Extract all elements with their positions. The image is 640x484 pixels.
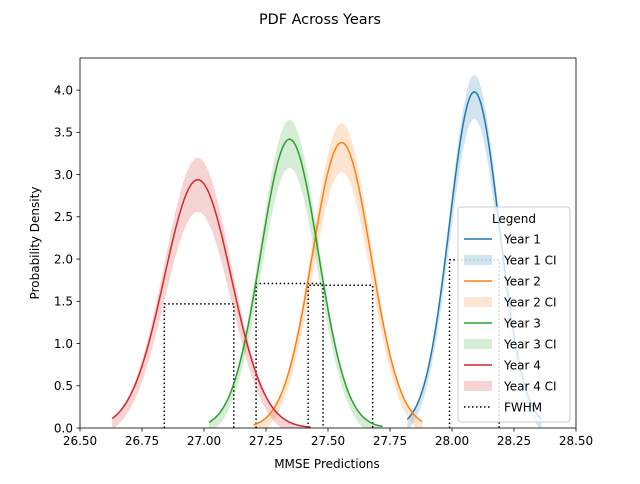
legend-swatch xyxy=(464,339,492,349)
legend-item-year-3-ci: Year 3 CI xyxy=(464,337,557,351)
x-tick-label: 28.25 xyxy=(497,434,531,448)
year-4-curve xyxy=(111,179,311,428)
legend-item-year-3: Year 3 xyxy=(464,316,541,330)
legend-label: Year 1 CI xyxy=(503,253,557,267)
x-tick-label: 26.50 xyxy=(63,434,97,448)
legend-label: Year 3 CI xyxy=(503,337,557,351)
y-tick-label: 3.0 xyxy=(54,168,73,182)
x-tick-label: 27.75 xyxy=(373,434,407,448)
x-axis-label: MMSE Predictions xyxy=(274,457,380,471)
legend-label: Year 4 CI xyxy=(503,379,557,393)
y-tick-label: 2.5 xyxy=(54,210,73,224)
legend-item-year-4: Year 4 xyxy=(464,358,541,372)
y-tick-label: 0.5 xyxy=(54,379,73,393)
x-tick-label: 26.75 xyxy=(125,434,159,448)
legend-label: Year 4 xyxy=(503,358,541,372)
year-2-curve xyxy=(253,141,423,426)
y-tick-label: 1.5 xyxy=(54,295,73,309)
y-tick-label: 2.0 xyxy=(54,252,73,266)
y-axis-label: Probability Density xyxy=(28,187,42,300)
year-3-fwhm xyxy=(255,282,324,428)
legend-title: Legend xyxy=(492,212,536,226)
legend-item-year-1-ci: Year 1 CI xyxy=(464,253,557,267)
legend-label: Year 3 xyxy=(503,316,541,330)
legend-label: Year 2 xyxy=(503,274,541,288)
x-tick-label: 28.00 xyxy=(435,434,469,448)
axes-frame xyxy=(79,57,577,429)
y-tick-label: 4.0 xyxy=(54,83,73,97)
chart-title: PDF Across Years xyxy=(259,12,381,28)
legend-swatch xyxy=(464,255,492,265)
y-tick-label: 1.0 xyxy=(54,337,73,351)
legend-items: Year 1 Year 1 CI Year 2 Year 2 CI Year 3 Year… xyxy=(464,232,557,414)
legend-item-fwhm: FWHM xyxy=(464,400,542,414)
legend-label: FWHM xyxy=(504,400,542,414)
legend-item-year-2-ci: Year 2 CI xyxy=(464,295,557,309)
legend-swatch xyxy=(464,381,492,391)
year-3-curve xyxy=(208,138,383,428)
y-axis-ticks: 0.0 0.5 1.0 1.5 2.0 2.5 3.0 3.5 4.0 xyxy=(54,83,80,435)
legend-label: Year 2 CI xyxy=(503,295,557,309)
legend-item-year-4-ci: Year 4 CI xyxy=(464,379,557,393)
year-2-ci-band xyxy=(253,123,423,428)
ci-bands xyxy=(112,74,542,429)
legend-swatch xyxy=(464,297,492,307)
legend-box xyxy=(457,206,571,423)
x-tick-label: 28.50 xyxy=(559,434,593,448)
y-tick-label: 3.5 xyxy=(54,126,73,140)
year-4-ci-band xyxy=(112,157,311,428)
x-axis-ticks: 26.50 26.75 27.00 27.25 27.50 27.75 28.00 28.25… xyxy=(63,428,593,448)
x-tick-label: 27.00 xyxy=(187,434,221,448)
legend-item-year-2: Year 2 xyxy=(464,274,541,288)
x-tick-label: 27.25 xyxy=(249,434,283,448)
legend-label: Year 1 xyxy=(503,232,541,246)
x-tick-label: 27.50 xyxy=(311,434,345,448)
y-tick-label: 0.0 xyxy=(54,421,73,435)
legend-item-year-1: Year 1 xyxy=(464,232,541,246)
